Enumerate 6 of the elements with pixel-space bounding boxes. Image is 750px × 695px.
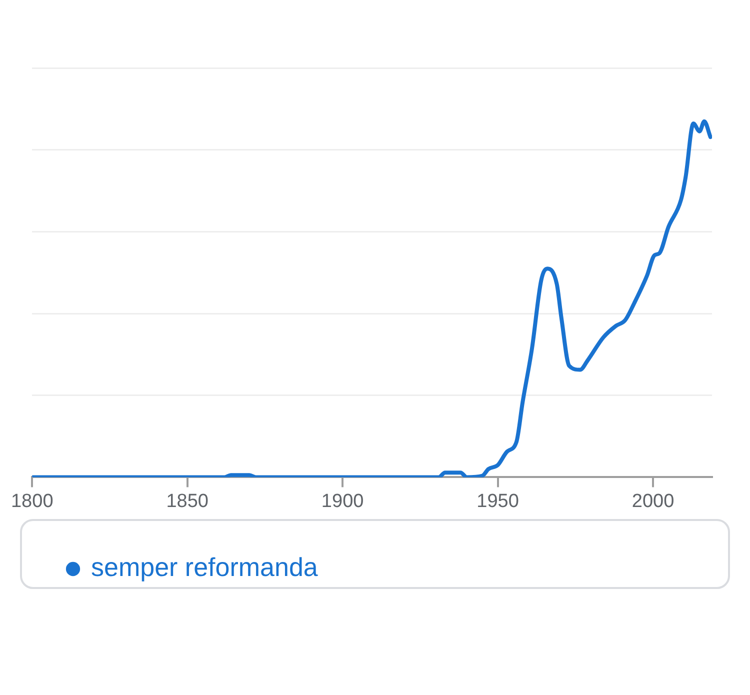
x-tick-label: 1850: [166, 490, 208, 512]
x-tick-label: 1950: [476, 490, 519, 512]
legend-label: semper reformanda: [91, 552, 318, 582]
x-tick-label: 1800: [10, 490, 54, 512]
x-tick-label: 1900: [321, 490, 364, 512]
x-tick-label: 2000: [632, 490, 674, 512]
